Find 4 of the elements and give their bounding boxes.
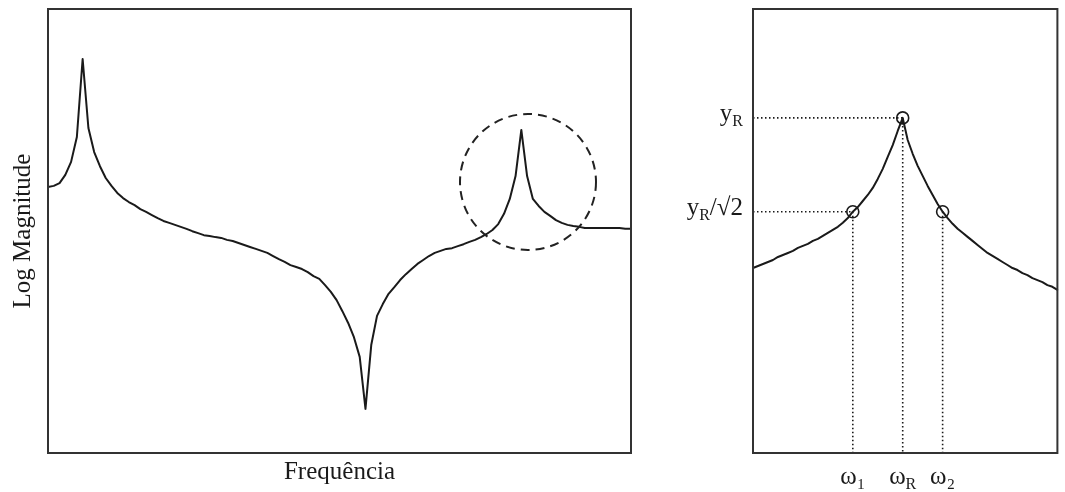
x-tick-label: ω₁	[840, 462, 866, 489]
y-axis-title: Log Magnitude	[7, 153, 35, 309]
x-axis-title: Frequência	[283, 456, 396, 484]
x-tick-label: ω₂	[930, 462, 956, 489]
